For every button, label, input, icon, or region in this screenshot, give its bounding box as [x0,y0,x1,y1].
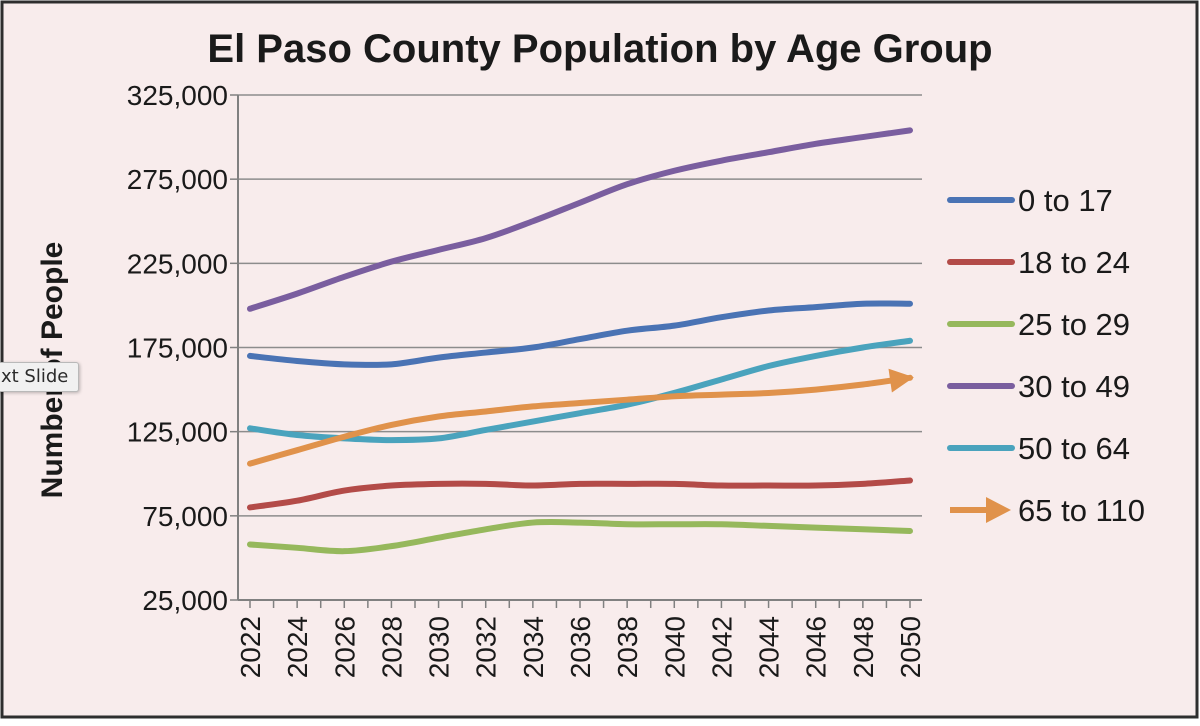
y-tick-label: 325,000 [127,80,228,111]
next-slide-tooltip: xt Slide [0,362,80,392]
x-tick-label: 2028 [376,616,407,678]
legend-label-18-to-24: 18 to 24 [1018,245,1130,280]
y-tick-label: 275,000 [127,164,228,195]
x-tick-label: 2036 [565,616,596,678]
series-line-0-to-17 [247,300,913,368]
legend-arrow-65-to-110 [986,497,1011,523]
legend: 0 to 17 18 to 24 25 to 29 30 to 49 50 to 64 6… [947,183,1145,528]
legend-label-25-to-29: 25 to 29 [1018,307,1130,342]
axes [230,94,922,608]
legend-label-0-to-17: 0 to 17 [1018,183,1113,218]
x-tick-label: 2042 [706,616,737,678]
y-tick-label: 225,000 [127,248,228,279]
x-tick-label: 2048 [848,616,879,678]
series-line-25-to-29 [247,518,913,555]
x-tick-label: 2046 [801,616,832,678]
series-line-65-to-110 [247,374,913,467]
y-tick-label: 25,000 [142,585,228,616]
legend-label-65-to-110: 65 to 110 [1018,493,1145,528]
chart-title: El Paso County Population by Age Group [207,27,992,71]
x-tick-labels: 2022 2024 2026 2028 2030 2032 2034 2036 2038 2040… [235,616,926,678]
legend-label-50-to-64: 50 to 64 [1018,431,1130,466]
series-lines [247,127,914,555]
y-tick-labels: 325,000 275,000 225,000 175,000 125,000 75,00… [127,80,228,616]
x-tick-label: 2024 [282,616,313,678]
y-tick-label: 75,000 [142,501,228,532]
series-line-18-to-24 [247,477,913,511]
series-arrowhead-65-to-110 [888,368,914,393]
x-tick-label: 2050 [895,616,926,678]
x-tick-label: 2030 [424,616,455,678]
x-tick-label: 2034 [518,616,549,678]
x-tick-label: 2040 [659,616,690,678]
x-tick-label: 2026 [329,616,360,678]
series-line-30-to-49 [247,127,913,312]
legend-label-30-to-49: 30 to 49 [1018,369,1130,404]
y-tick-label: 125,000 [127,417,228,448]
series-line-50-to-64 [247,337,913,444]
gridlines [238,94,922,517]
y-tick-label: 175,000 [127,333,228,364]
x-tick-label: 2022 [235,616,266,678]
x-tick-label: 2044 [754,616,785,678]
x-tick-label: 2032 [471,616,502,678]
x-tick-label: 2038 [612,616,643,678]
